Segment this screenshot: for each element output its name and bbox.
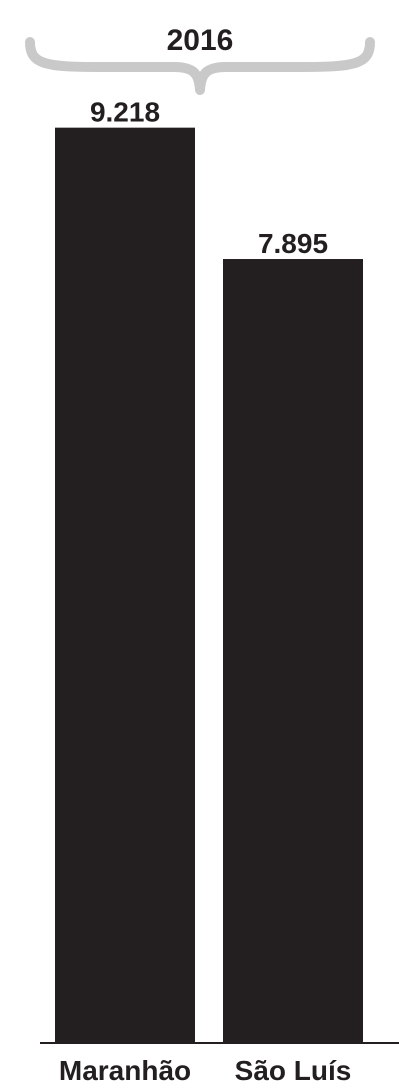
category-label-1: Maranhão [59, 1055, 191, 1086]
bar-2 [223, 259, 363, 1043]
category-label-2: São Luís [235, 1055, 352, 1086]
group-brace [25, 37, 375, 95]
bars-layer: 9.218 Maranhão 7.895 São Luís [55, 97, 363, 1086]
chart-title: 2016 [167, 24, 234, 57]
value-label-1: 9.218 [90, 97, 160, 128]
value-label-2: 7.895 [258, 228, 328, 259]
bar-1 [55, 127, 195, 1044]
